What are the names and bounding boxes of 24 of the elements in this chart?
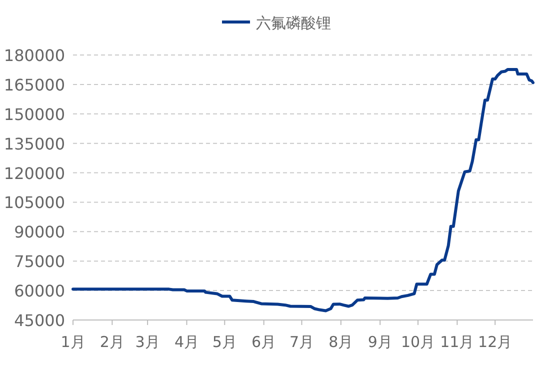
x-tick-label: 3月	[135, 333, 160, 351]
y-tick-label: 60000	[14, 282, 65, 301]
x-tick-label: 11月	[440, 333, 474, 351]
y-tick-label: 165000	[4, 75, 65, 94]
y-tick-label: 90000	[14, 222, 65, 242]
x-tick-label: 9月	[368, 333, 392, 351]
x-tick-label: 2月	[100, 333, 124, 351]
y-tick-label: 180000	[4, 46, 65, 65]
x-tick-label: 1月	[60, 333, 86, 351]
y-tick-label: 105000	[4, 193, 65, 212]
line-series	[72, 68, 534, 312]
y-tick-label: 75000	[14, 252, 65, 272]
y-tick-label: 120000	[4, 164, 65, 183]
x-tick-label: 10月	[400, 333, 436, 351]
x-tick-label: 8月	[328, 333, 354, 351]
x-tick-label: 5月	[212, 333, 237, 351]
y-tick-label: 45000	[14, 311, 65, 330]
x-tick-label: 6月	[252, 333, 276, 351]
x-tick-label: 7月	[289, 333, 314, 351]
y-tick-label: 150000	[4, 104, 65, 124]
x-tick-label: 12月	[478, 333, 512, 351]
legend-label: 六氟磷酸锂	[256, 14, 331, 32]
x-tick-label: 4月	[174, 333, 200, 351]
y-tick-label: 135000	[4, 134, 65, 154]
